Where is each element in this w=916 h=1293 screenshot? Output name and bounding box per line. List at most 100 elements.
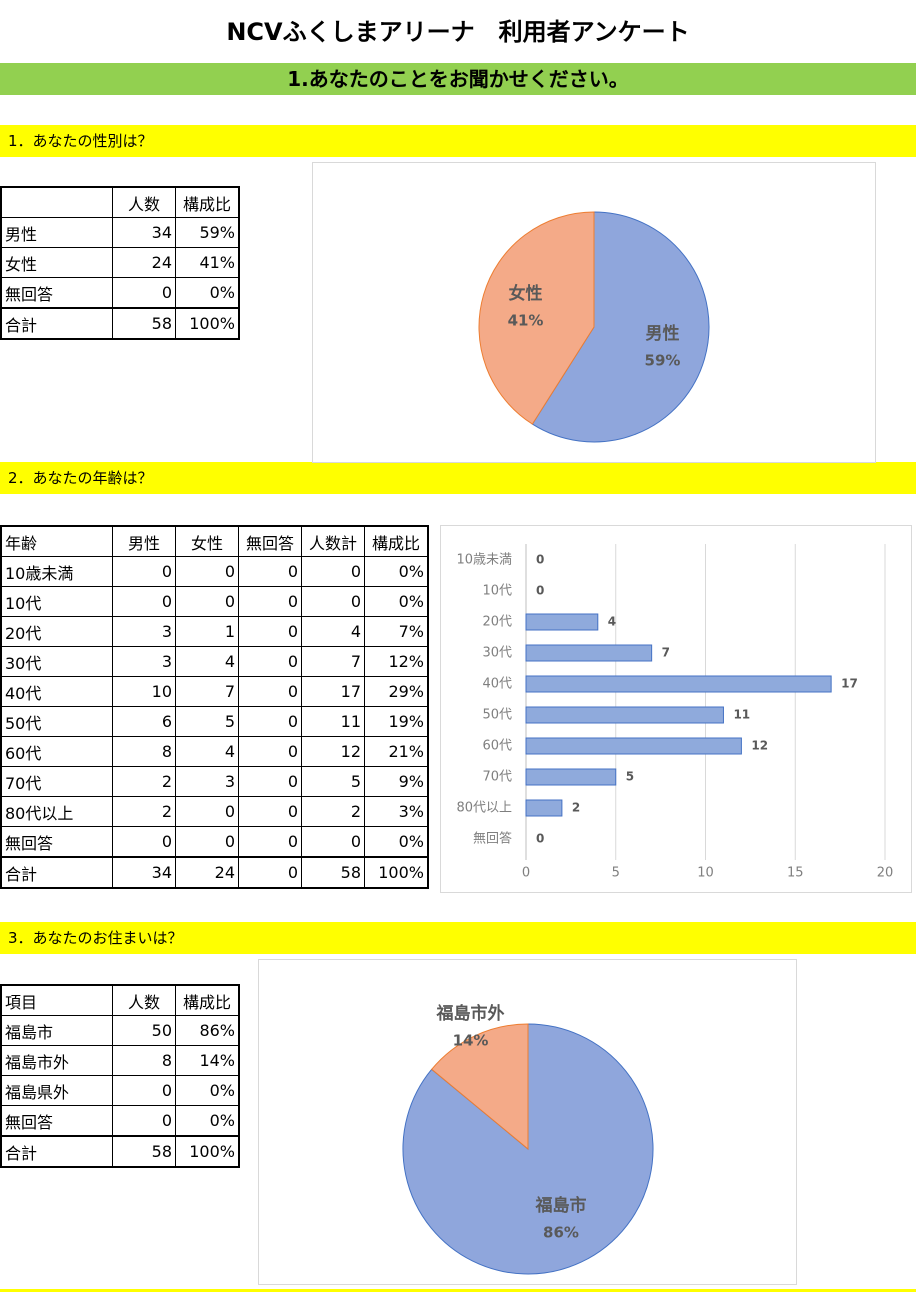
table-cell: 40代 xyxy=(0,676,113,707)
y-tick-label: 10代 xyxy=(482,584,512,599)
slice-value-label: 41% xyxy=(508,312,544,330)
table-cell: 7% xyxy=(364,616,429,647)
table-cell: 0 xyxy=(175,796,239,827)
table-row: 男性 34 59% xyxy=(0,217,240,248)
y-tick-label: 60代 xyxy=(482,739,512,754)
table-cell: 0 xyxy=(112,586,176,617)
table-cell: 福島県外 xyxy=(0,1075,113,1106)
table-cell: 0 xyxy=(301,826,365,858)
table-row: 福島市 50 86% xyxy=(0,1015,240,1046)
table-cell: 10代 xyxy=(0,586,113,617)
table-cell: 合計 xyxy=(0,856,113,889)
table-cell: 24 xyxy=(175,856,239,889)
table-cell: 14% xyxy=(175,1045,240,1076)
slice-value-label: 59% xyxy=(645,351,681,369)
table-cell: 男性 xyxy=(0,217,113,248)
data-label: 0 xyxy=(536,553,544,567)
table-cell: 人数計 xyxy=(301,525,365,557)
table-cell: 男性 xyxy=(112,525,176,557)
table-row: 50代 6 5 0 11 19% xyxy=(0,706,429,737)
bar xyxy=(525,675,832,693)
table-cell: 3 xyxy=(175,766,239,797)
table-cell: 人数 xyxy=(112,984,176,1016)
pie-chart: 男性 59% 女性 41% xyxy=(312,162,876,463)
table-cell: 0% xyxy=(364,556,429,587)
table-wrap: 項目 人数 構成比 福島市 50 86% 福島市外 8 14% 福島県外 0 0% 無回答 0 0% 合計 58… xyxy=(0,984,240,1168)
table-cell: 構成比 xyxy=(175,984,240,1016)
table-cell: 0 xyxy=(238,766,302,797)
table-cell: 0 xyxy=(238,556,302,587)
divider xyxy=(0,1289,916,1292)
header-row: 項目 人数 構成比 xyxy=(0,984,240,1016)
table-cell: 0% xyxy=(175,277,240,309)
table-cell: 0 xyxy=(238,856,302,889)
table-cell: 無回答 xyxy=(238,525,302,557)
table-row: 合計 58 100% xyxy=(0,1135,240,1168)
table-row: 福島県外 0 0% xyxy=(0,1075,240,1106)
table-cell: 2 xyxy=(112,766,176,797)
table-cell: 0 xyxy=(238,736,302,767)
table-row: 無回答 0 0 0 0 0% xyxy=(0,826,429,858)
header-row: 年齢 男性 女性 無回答 人数計 構成比 xyxy=(0,525,429,557)
page-title: NCVふくしまアリーナ 利用者アンケート xyxy=(226,18,690,46)
slice-label: 福島市 xyxy=(534,1195,586,1216)
x-tick-label: 10 xyxy=(697,866,714,881)
table-cell: 17 xyxy=(301,676,365,707)
table-row: 20代 3 1 0 4 7% xyxy=(0,616,429,647)
table-row: 合計 58 100% xyxy=(0,307,240,340)
data-label: 0 xyxy=(536,832,544,846)
slice-value-label: 14% xyxy=(453,1031,489,1049)
table-cell: 24 xyxy=(112,247,176,278)
table-cell: 80代以上 xyxy=(0,796,113,827)
table-cell: 4 xyxy=(175,646,239,677)
y-tick-label: 30代 xyxy=(482,646,512,661)
table-cell: 構成比 xyxy=(175,186,240,218)
bar xyxy=(525,799,563,817)
slice-value-label: 86% xyxy=(543,1224,579,1242)
table-cell: 11 xyxy=(301,706,365,737)
table-cell: 項目 xyxy=(0,984,113,1016)
table-cell: 0 xyxy=(112,556,176,587)
y-tick-label: 80代以上 xyxy=(456,801,512,816)
pie-slice xyxy=(430,1023,529,1151)
table-cell: 8 xyxy=(112,1045,176,1076)
table-cell: 0 xyxy=(301,556,365,587)
table-cell: 1 xyxy=(175,616,239,647)
table-row: 福島市外 8 14% xyxy=(0,1045,240,1076)
section-heading: 1.あなたのことをお聞かせください。 xyxy=(0,63,916,95)
slice-label: 男性 xyxy=(645,323,679,344)
y-tick-label: 無回答 xyxy=(473,831,512,847)
x-tick-label: 5 xyxy=(612,866,620,881)
table-cell: 100% xyxy=(175,1135,240,1168)
x-tick-label: 20 xyxy=(877,866,894,881)
table-row: 女性 24 41% xyxy=(0,247,240,278)
bar xyxy=(525,644,653,662)
table-cell: 0 xyxy=(175,586,239,617)
data-label: 11 xyxy=(733,708,750,722)
table-row: 合計 34 24 0 58 100% xyxy=(0,856,429,889)
table-cell: 100% xyxy=(364,856,429,889)
table-cell: 3 xyxy=(112,646,176,677)
table-cell: 0 xyxy=(175,826,239,858)
table-cell: 女性 xyxy=(0,247,113,278)
bar xyxy=(525,768,617,786)
y-tick-label: 20代 xyxy=(482,615,512,630)
table-cell: 10歳未満 xyxy=(0,556,113,587)
header-row: 人数 構成比 xyxy=(0,186,240,218)
data-label: 0 xyxy=(536,584,544,598)
table-cell: 0 xyxy=(238,706,302,737)
bar xyxy=(525,613,599,631)
data-label: 7 xyxy=(662,646,670,660)
bar xyxy=(525,737,742,755)
table-row: 40代 10 7 0 17 29% xyxy=(0,676,429,707)
table-row: 30代 3 4 0 7 12% xyxy=(0,646,429,677)
table: 人数 構成比 男性 34 59% 女性 24 41% 無回答 0 0% 合計 58 100% xyxy=(0,186,240,340)
table-row: 無回答 0 0% xyxy=(0,1105,240,1137)
table-cell: 合計 xyxy=(0,307,113,340)
bar xyxy=(525,706,724,724)
table-cell xyxy=(0,186,113,218)
table-cell: 50 xyxy=(112,1015,176,1046)
table: 項目 人数 構成比 福島市 50 86% 福島市外 8 14% 福島県外 0 0% 無回答 0 0% 合計 58… xyxy=(0,984,240,1168)
table-row: 10代 0 0 0 0 0% xyxy=(0,586,429,617)
table-cell: 合計 xyxy=(0,1135,113,1168)
